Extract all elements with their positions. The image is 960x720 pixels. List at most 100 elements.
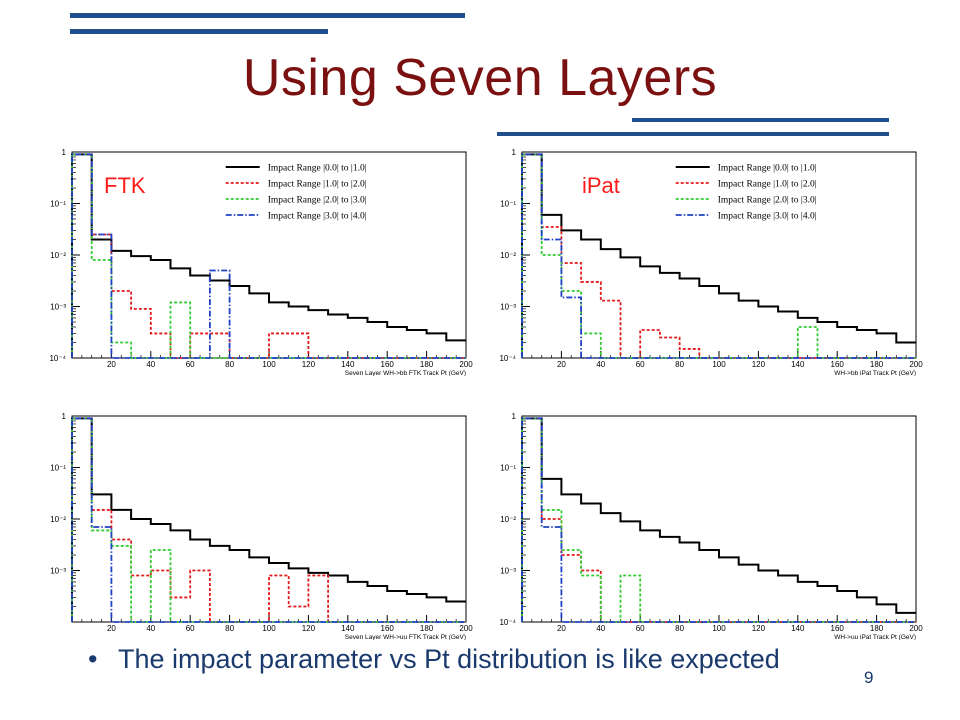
series-4-line <box>71 153 466 359</box>
y-tick-label: 10⁻⁴ <box>49 354 66 363</box>
chart-4-svg: 1 10⁻¹ 10⁻² 10⁻³ 10⁻⁴ 20 40 60 80 100 120 140 160 180… <box>499 412 923 640</box>
x-tick-label: 180 <box>870 360 884 369</box>
legend-label: Impact Range |1.0| to |2.0| <box>268 180 367 190</box>
page-number: 9 <box>864 668 874 687</box>
x-tick-label: 140 <box>791 360 805 369</box>
y-tick-label: 1 <box>512 412 517 421</box>
x-axis-title: Seven Layer WH->uu FTK Track Pt (GeV) <box>345 634 466 640</box>
chart-3-svg: 1 10⁻¹ 10⁻² 10⁻³ 20 40 60 80 100 120 140 160 180 200S… <box>50 412 473 640</box>
chart-1-svg: 1 10⁻¹ 10⁻² 10⁻³ 10⁻⁴ 20 40 60 80 100 120 140 160 180… <box>49 148 473 376</box>
x-tick-label: 120 <box>752 624 766 633</box>
legend-label: Impact Range |3.0| to |4.0| <box>268 212 367 222</box>
chart-2-svg: 1 10⁻¹ 10⁻² 10⁻³ 10⁻⁴ 20 40 60 80 100 120 140 160 180… <box>499 148 923 376</box>
legend-box <box>221 158 462 230</box>
x-tick-label: 40 <box>596 624 605 633</box>
y-tick-label: 10⁻¹ <box>500 464 516 473</box>
x-tick-label: 120 <box>752 360 766 369</box>
y-tick-label: 1 <box>512 148 517 157</box>
x-tick-label: 180 <box>870 624 884 633</box>
series-1-line <box>521 153 916 358</box>
x-tick-label: 80 <box>675 624 684 633</box>
x-tick-label: 40 <box>146 360 155 369</box>
bullet-marker: • <box>88 644 98 674</box>
y-tick-label: 10⁻³ <box>50 567 66 576</box>
x-axis-title: WH->uu iPat Track Pt (GeV) <box>834 634 916 640</box>
x-axis-title: Seven Layer WH->bb FTK Track Pt (GeV) <box>345 370 466 376</box>
x-tick-label: 60 <box>636 624 645 633</box>
y-tick-label: 10⁻¹ <box>50 200 66 209</box>
chart-panel-1: 1 10⁻¹ 10⁻² 10⁻³ 10⁻⁴ 20 40 60 80 100 120 140 160 180… <box>28 140 480 376</box>
legend-label: Impact Range |3.0| to |4.0| <box>718 212 817 222</box>
x-tick-label: 100 <box>712 360 726 369</box>
series-1-line <box>71 417 466 622</box>
right-accent-line-long <box>497 132 889 136</box>
x-tick-label: 120 <box>302 360 316 369</box>
slide-title: Using Seven Layers <box>242 49 718 107</box>
y-tick-label: 1 <box>62 412 67 421</box>
series-4-line <box>521 153 916 359</box>
x-tick-label: 40 <box>596 360 605 369</box>
series-3-line <box>521 417 916 623</box>
legend-label: Impact Range |2.0| to |3.0| <box>268 196 367 206</box>
x-tick-label: 60 <box>186 624 195 633</box>
series-1-line <box>521 417 916 622</box>
x-tick-label: 20 <box>107 624 116 633</box>
x-tick-label: 160 <box>831 360 845 369</box>
legend-label: Impact Range |2.0| to |3.0| <box>718 196 817 206</box>
x-tick-label: 160 <box>381 624 395 633</box>
x-tick-label: 100 <box>712 624 726 633</box>
y-tick-label: 10⁻¹ <box>50 464 66 473</box>
y-tick-label: 10⁻² <box>50 251 66 260</box>
y-tick-label: 10⁻³ <box>500 567 516 576</box>
x-tick-label: 20 <box>557 360 566 369</box>
x-tick-label: 200 <box>909 360 923 369</box>
x-tick-label: 80 <box>225 360 234 369</box>
x-tick-label: 80 <box>225 624 234 633</box>
x-tick-label: 60 <box>636 360 645 369</box>
y-tick-label: 10⁻² <box>500 251 516 260</box>
panel-label: FTK <box>104 173 146 198</box>
x-tick-label: 200 <box>459 360 473 369</box>
x-tick-label: 100 <box>262 624 276 633</box>
x-tick-label: 120 <box>302 624 316 633</box>
x-tick-label: 20 <box>107 360 116 369</box>
x-tick-label: 140 <box>341 624 355 633</box>
x-tick-label: 20 <box>557 624 566 633</box>
top-accent-line-short <box>70 29 328 34</box>
legend-label: Impact Range |0.0| to |1.0| <box>268 164 367 174</box>
x-tick-label: 160 <box>381 360 395 369</box>
series-1-line <box>71 153 466 358</box>
x-axis-title: WH->bb iPat Track Pt (GeV) <box>834 370 916 376</box>
chart-panel-4: 1 10⁻¹ 10⁻² 10⁻³ 10⁻⁴ 20 40 60 80 100 120 140 160 180… <box>478 404 930 640</box>
x-tick-label: 200 <box>909 624 923 633</box>
x-tick-label: 60 <box>186 360 195 369</box>
x-tick-label: 200 <box>459 624 473 633</box>
x-tick-label: 40 <box>146 624 155 633</box>
y-tick-label: 10⁻⁴ <box>499 618 516 627</box>
y-tick-label: 10⁻⁴ <box>499 354 516 363</box>
legend-label: Impact Range |0.0| to |1.0| <box>718 164 817 174</box>
x-tick-label: 180 <box>420 624 434 633</box>
chart-panel-3: 1 10⁻¹ 10⁻² 10⁻³ 20 40 60 80 100 120 140 160 180 200 S… <box>28 404 480 640</box>
x-tick-label: 80 <box>675 360 684 369</box>
y-tick-label: 10⁻² <box>50 515 66 524</box>
x-tick-label: 140 <box>791 624 805 633</box>
top-accent-line-long <box>70 13 465 18</box>
y-tick-label: 10⁻¹ <box>500 200 516 209</box>
y-tick-label: 10⁻³ <box>50 303 66 312</box>
chart-panel-2: 1 10⁻¹ 10⁻² 10⁻³ 10⁻⁴ 20 40 60 80 100 120 140 160 180… <box>478 140 930 376</box>
series-4-line <box>521 417 916 623</box>
legend-box <box>671 158 912 230</box>
y-tick-label: 1 <box>62 148 67 157</box>
panel-label: iPat <box>582 173 620 198</box>
x-tick-label: 100 <box>262 360 276 369</box>
y-tick-label: 10⁻³ <box>500 303 516 312</box>
plot-frame <box>521 415 917 623</box>
legend-label: Impact Range |1.0| to |2.0| <box>718 180 817 190</box>
right-accent-line-short <box>632 118 889 122</box>
x-tick-label: 140 <box>341 360 355 369</box>
x-tick-label: 160 <box>831 624 845 633</box>
series-4-line <box>71 417 466 623</box>
x-tick-label: 180 <box>420 360 434 369</box>
y-tick-label: 10⁻² <box>500 515 516 524</box>
